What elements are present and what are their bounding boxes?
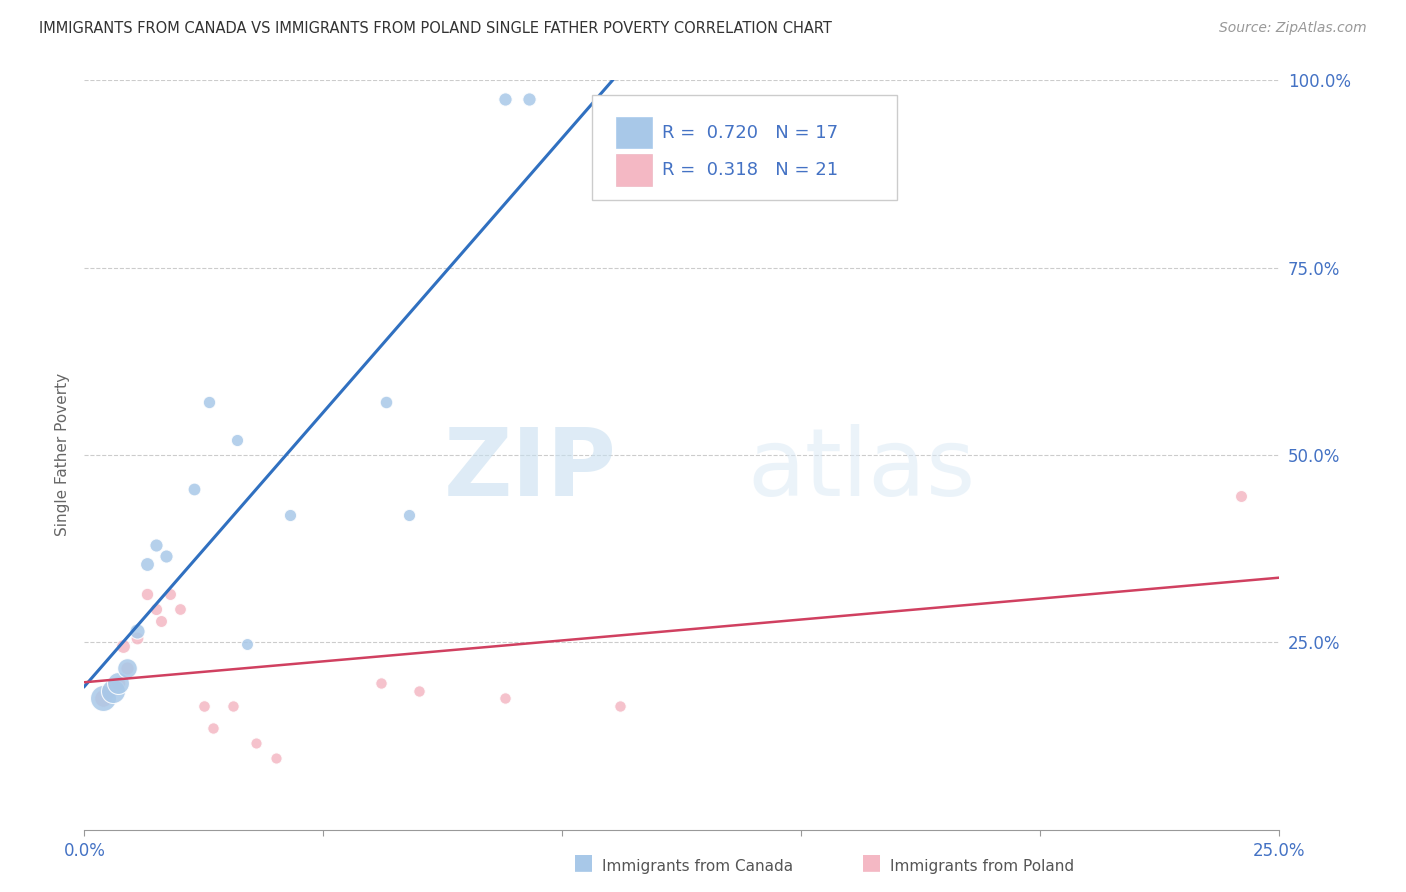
FancyBboxPatch shape <box>616 154 652 186</box>
FancyBboxPatch shape <box>592 95 897 200</box>
Point <box>1230 489 1253 503</box>
Text: Source: ZipAtlas.com: Source: ZipAtlas.com <box>1219 21 1367 36</box>
Point <box>145 601 167 615</box>
Point <box>374 395 396 409</box>
Point <box>97 684 120 698</box>
Point <box>117 661 139 675</box>
Point <box>197 395 219 409</box>
Point <box>408 684 430 698</box>
Point <box>202 722 225 736</box>
Text: IMMIGRANTS FROM CANADA VS IMMIGRANTS FROM POLAND SINGLE FATHER POVERTY CORRELATI: IMMIGRANTS FROM CANADA VS IMMIGRANTS FRO… <box>39 21 832 37</box>
Text: Immigrants from Canada: Immigrants from Canada <box>602 859 793 874</box>
Point <box>155 549 177 563</box>
Point <box>494 691 516 706</box>
Text: ■: ■ <box>574 853 593 872</box>
Text: R =  0.720   N = 17: R = 0.720 N = 17 <box>662 124 838 142</box>
Point <box>278 508 301 522</box>
Point <box>117 661 139 675</box>
Text: atlas: atlas <box>748 424 976 516</box>
Text: R =  0.318   N = 21: R = 0.318 N = 21 <box>662 161 838 179</box>
Point <box>101 684 124 698</box>
Point <box>111 639 134 653</box>
Point <box>125 632 148 646</box>
Point <box>226 433 249 447</box>
Point <box>159 586 181 600</box>
Point <box>169 601 191 615</box>
Point <box>107 676 129 690</box>
Text: ■: ■ <box>862 853 882 872</box>
Text: ZIP: ZIP <box>443 424 616 516</box>
Point <box>135 557 157 571</box>
Point <box>107 676 129 690</box>
Point <box>494 92 516 106</box>
Point <box>149 614 172 628</box>
Point <box>264 751 287 765</box>
Point <box>236 637 259 651</box>
Point <box>125 624 148 638</box>
Point <box>517 92 540 106</box>
Point <box>609 698 631 713</box>
Point <box>93 691 115 706</box>
Point <box>245 736 267 750</box>
Point <box>135 586 157 600</box>
Text: Immigrants from Poland: Immigrants from Poland <box>890 859 1074 874</box>
Y-axis label: Single Father Poverty: Single Father Poverty <box>55 374 70 536</box>
Point <box>93 691 115 706</box>
Point <box>398 508 420 522</box>
Point <box>183 482 205 496</box>
Point <box>370 676 392 690</box>
Point <box>193 698 215 713</box>
Point <box>221 698 243 713</box>
FancyBboxPatch shape <box>616 117 652 148</box>
Point <box>145 538 167 552</box>
